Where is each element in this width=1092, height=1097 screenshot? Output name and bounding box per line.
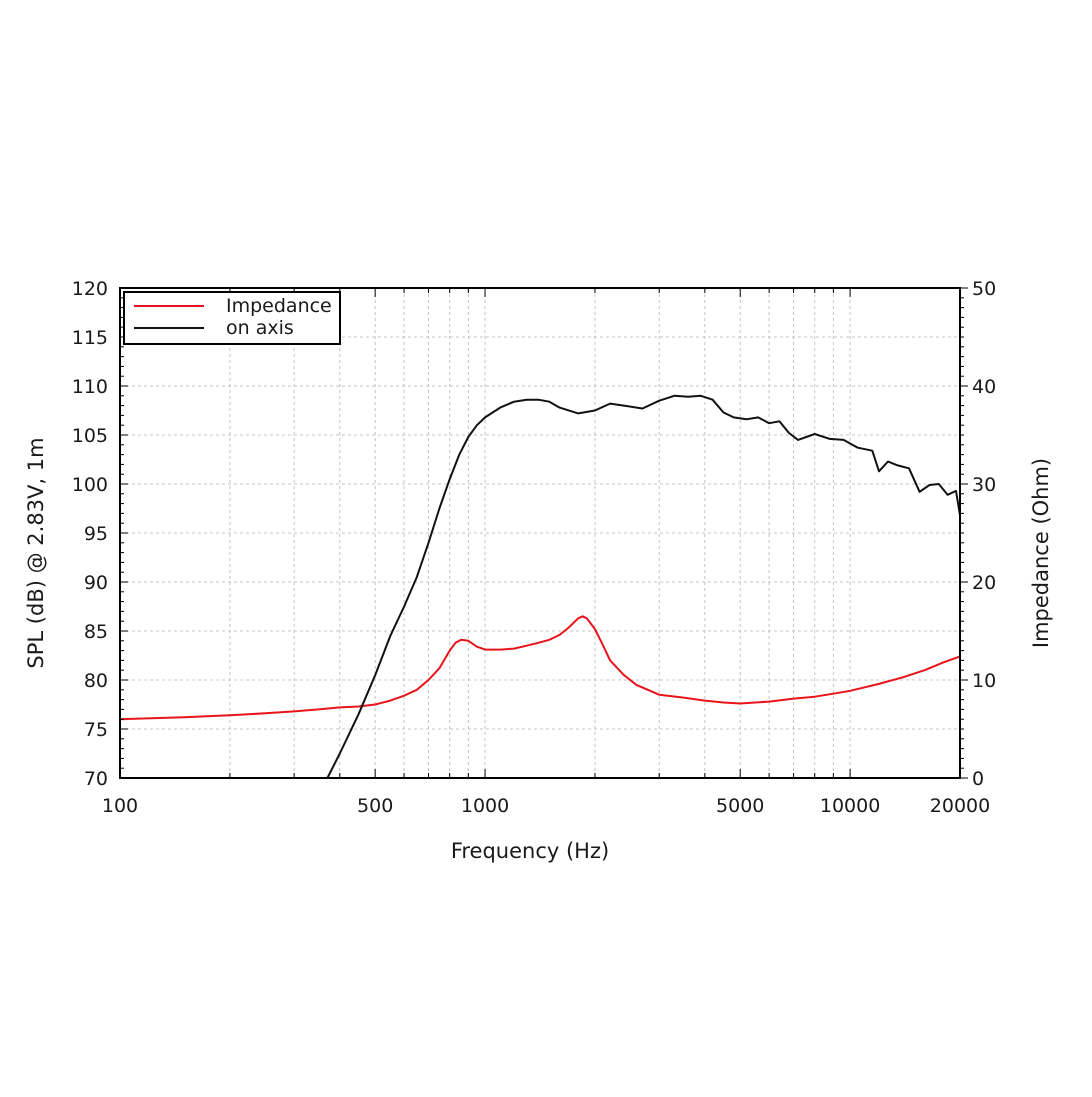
- x-tick-label: 10000: [820, 795, 880, 817]
- y-axis-left-title: SPL (dB) @ 2.83V, 1m: [24, 437, 48, 668]
- ticks: 70 75 80 85 90 95 100 105 110 115 120 0 10 20 30 40 50 10…: [72, 278, 996, 817]
- series-line-impedance: [120, 615, 960, 721]
- y-left-tick-label: 95: [84, 523, 108, 545]
- y-left-tick-label: 70: [84, 768, 108, 790]
- y-right-tick-label: 50: [972, 278, 996, 300]
- x-tick-label: 5000: [716, 795, 764, 817]
- y-right-tick-label: 10: [972, 670, 996, 692]
- y-left-tick-label: 85: [84, 621, 108, 643]
- y-left-tick-label: 75: [84, 719, 108, 741]
- legend-label-impedance: Impedance: [226, 295, 332, 317]
- x-tick-label: 100: [102, 795, 138, 817]
- legend-label-on-axis: on axis: [226, 317, 294, 339]
- y-left-tick-label: 110: [72, 376, 108, 398]
- legend: Impedance on axis: [123, 291, 341, 345]
- y-left-tick-label: 80: [84, 670, 108, 692]
- y-left-tick-label: 115: [72, 327, 108, 349]
- y-right-tick-label: 30: [972, 474, 996, 496]
- x-tick-label: 500: [357, 795, 393, 817]
- y-left-tick-label: 100: [72, 474, 108, 496]
- legend-box: [123, 291, 341, 345]
- series-line-on-axis: [326, 394, 960, 778]
- y-left-tick-label: 105: [72, 425, 108, 447]
- y-axis-right-title: Impedance (Ohm): [1029, 458, 1053, 648]
- y-right-tick-label: 40: [972, 376, 996, 398]
- y-left-tick-label: 90: [84, 572, 108, 594]
- y-left-tick-label: 120: [72, 278, 108, 300]
- y-right-tick-label: 20: [972, 572, 996, 594]
- x-tick-label: 1000: [461, 795, 509, 817]
- y-right-tick-label: 0: [972, 768, 984, 790]
- curves: [120, 394, 960, 778]
- x-tick-label: 20000: [930, 795, 990, 817]
- x-axis-title: Frequency (Hz): [451, 839, 609, 863]
